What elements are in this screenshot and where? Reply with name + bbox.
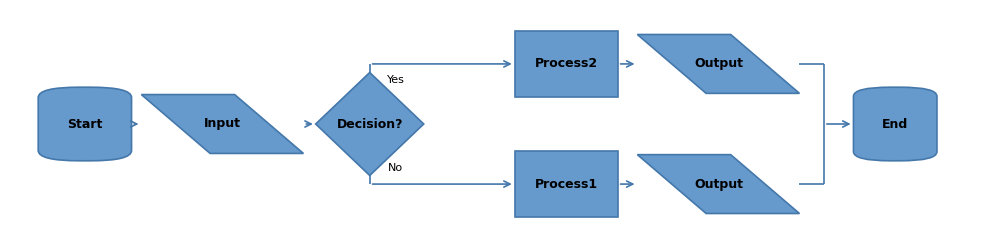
Polygon shape: [637, 34, 800, 93]
Text: Input: Input: [204, 118, 241, 130]
FancyBboxPatch shape: [853, 87, 937, 161]
Text: Process1: Process1: [535, 178, 598, 190]
Text: End: End: [883, 118, 908, 130]
Polygon shape: [142, 94, 303, 154]
Text: No: No: [387, 163, 403, 173]
Polygon shape: [316, 72, 424, 176]
Text: Yes: Yes: [387, 75, 405, 85]
Text: Process2: Process2: [535, 58, 598, 70]
FancyBboxPatch shape: [38, 87, 132, 161]
Text: Output: Output: [693, 58, 743, 70]
Text: Decision?: Decision?: [337, 118, 403, 130]
Polygon shape: [637, 155, 800, 214]
Bar: [514, 151, 618, 217]
Text: Output: Output: [693, 178, 743, 190]
Bar: [514, 31, 618, 97]
Text: Start: Start: [67, 118, 102, 130]
